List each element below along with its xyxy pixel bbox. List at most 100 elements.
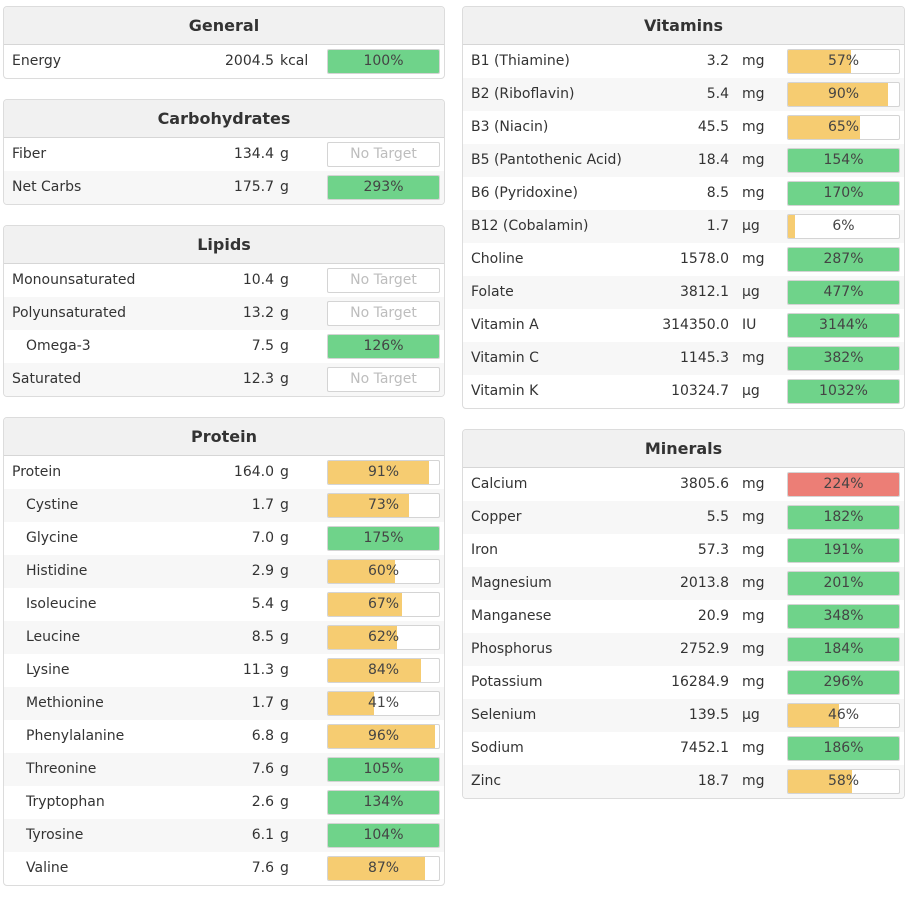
nutrient-name: Vitamin C [471, 350, 539, 366]
nutrient-amount: 20.9 [697, 608, 729, 624]
nutrient-row-magnesium[interactable]: Magnesium 2013.8 mg 201% [463, 567, 904, 600]
panel-title: Lipids [4, 226, 444, 264]
target-progress-fill [788, 770, 853, 793]
target-progress-fill [328, 461, 429, 484]
nutrient-row-b2-riboflavin[interactable]: B2 (Riboflavin) 5.4 mg 90% [463, 78, 904, 111]
target-percent-label: 73% [367, 497, 400, 513]
target-percent-label: 382% [823, 350, 864, 366]
target-progress-fill [328, 593, 403, 616]
target-progress-bar: 87% [327, 856, 440, 881]
nutrient-row-threonine[interactable]: Threonine 7.6 g 105% [4, 753, 444, 786]
target-progress-bar: 67% [327, 592, 440, 617]
nutrient-name: B3 (Niacin) [471, 119, 549, 135]
nutrient-row-vitamin-a[interactable]: Vitamin A 314350.0 IU 3144% [463, 309, 904, 342]
nutrient-unit: mg [742, 542, 765, 558]
nutrient-amount: 7.5 [251, 338, 274, 354]
nutrient-name: Sodium [471, 740, 524, 756]
nutrient-row-phenylalanine[interactable]: Phenylalanine 6.8 g 96% [4, 720, 444, 753]
target-progress-fill [788, 671, 899, 694]
target-progress-bar: 84% [327, 658, 440, 683]
nutrient-row-b1-thiamine[interactable]: B1 (Thiamine) 3.2 mg 57% [463, 45, 904, 78]
panel-title: Protein [4, 418, 444, 456]
nutrient-amount: 57.3 [697, 542, 729, 558]
nutrient-row-choline[interactable]: Choline 1578.0 mg 287% [463, 243, 904, 276]
nutrient-amount: 3.2 [706, 53, 729, 69]
nutrient-name: Vitamin A [471, 317, 539, 333]
nutrient-row-b6-pyridoxine[interactable]: B6 (Pyridoxine) 8.5 mg 170% [463, 177, 904, 210]
nutrient-row-protein[interactable]: Protein 164.0 g 91% [4, 456, 444, 489]
nutrient-row-tyrosine[interactable]: Tyrosine 6.1 g 104% [4, 819, 444, 852]
target-progress-bar: 170% [787, 181, 900, 206]
nutrient-row-b5-pantothenic-acid[interactable]: B5 (Pantothenic Acid) 18.4 mg 154% [463, 144, 904, 177]
target-progress-fill [788, 539, 899, 562]
nutrient-row-b3-niacin[interactable]: B3 (Niacin) 45.5 mg 65% [463, 111, 904, 144]
nutrient-row-histidine[interactable]: Histidine 2.9 g 60% [4, 555, 444, 588]
nutrient-row-calcium[interactable]: Calcium 3805.6 mg 224% [463, 468, 904, 501]
nutrient-row-omega-3[interactable]: Omega-3 7.5 g 126% [4, 330, 444, 363]
target-progress-fill [788, 380, 899, 403]
target-percent-label: 58% [827, 773, 860, 789]
nutrient-amount: 2.6 [251, 794, 274, 810]
nutrient-row-leucine[interactable]: Leucine 8.5 g 62% [4, 621, 444, 654]
nutrient-row-net-carbs[interactable]: Net Carbs 175.7 g 293% [4, 171, 444, 204]
panel-title: Minerals [463, 430, 904, 468]
nutrient-row-cystine[interactable]: Cystine 1.7 g 73% [4, 489, 444, 522]
nutrient-row-copper[interactable]: Copper 5.5 mg 182% [463, 501, 904, 534]
nutrient-unit: g [280, 827, 289, 843]
nutrient-row-sodium[interactable]: Sodium 7452.1 mg 186% [463, 732, 904, 765]
target-progress-fill [788, 473, 899, 496]
nutrient-amount: 13.2 [242, 305, 274, 321]
nutrient-row-lysine[interactable]: Lysine 11.3 g 84% [4, 654, 444, 687]
nutrient-row-methionine[interactable]: Methionine 1.7 g 41% [4, 687, 444, 720]
nutrient-unit: g [280, 596, 289, 612]
target-progress-fill [328, 50, 439, 73]
nutrient-row-b12-cobalamin[interactable]: B12 (Cobalamin) 1.7 µg 6% [463, 210, 904, 243]
nutrient-amount: 1.7 [706, 218, 729, 234]
nutrient-amount: 10324.7 [671, 383, 729, 399]
target-progress-bar: 96% [327, 724, 440, 749]
nutrient-amount: 1.7 [251, 497, 274, 513]
panel-title: Carbohydrates [4, 100, 444, 138]
nutrient-amount: 2013.8 [680, 575, 729, 591]
target-progress-fill [788, 737, 899, 760]
nutrient-row-phosphorus[interactable]: Phosphorus 2752.9 mg 184% [463, 633, 904, 666]
nutrient-row-vitamin-c[interactable]: Vitamin C 1145.3 mg 382% [463, 342, 904, 375]
target-progress-fill [788, 83, 888, 106]
nutrient-row-folate[interactable]: Folate 3812.1 µg 477% [463, 276, 904, 309]
nutrient-row-monounsaturated[interactable]: Monounsaturated 10.4 g No Target [4, 264, 444, 297]
target-percent-label: 3144% [819, 317, 868, 333]
target-percent-label: 91% [367, 464, 400, 480]
nutrient-unit: g [280, 761, 289, 777]
nutrient-row-isoleucine[interactable]: Isoleucine 5.4 g 67% [4, 588, 444, 621]
target-progress-bar: 348% [787, 604, 900, 629]
nutrient-row-vitamin-k[interactable]: Vitamin K 10324.7 µg 1032% [463, 375, 904, 408]
nutrient-row-saturated[interactable]: Saturated 12.3 g No Target [4, 363, 444, 396]
target-percent-label: No Target [350, 272, 417, 288]
nutrient-amount: 6.1 [251, 827, 274, 843]
nutrient-amount: 134.4 [233, 146, 274, 162]
target-progress-bar: 73% [327, 493, 440, 518]
target-progress-bar: 60% [327, 559, 440, 584]
nutrient-amount: 175.7 [233, 179, 274, 195]
nutrient-row-iron[interactable]: Iron 57.3 mg 191% [463, 534, 904, 567]
nutrient-row-selenium[interactable]: Selenium 139.5 µg 46% [463, 699, 904, 732]
target-percent-label: 182% [823, 509, 864, 525]
nutrient-row-manganese[interactable]: Manganese 20.9 mg 348% [463, 600, 904, 633]
nutrient-row-glycine[interactable]: Glycine 7.0 g 175% [4, 522, 444, 555]
nutrient-list: Protein 164.0 g 91% Cystine 1.7 g 73% Glycine 7.0… [4, 456, 444, 885]
nutrient-unit: g [280, 179, 289, 195]
nutrient-row-fiber[interactable]: Fiber 134.4 g No Target [4, 138, 444, 171]
nutrient-row-zinc[interactable]: Zinc 18.7 mg 58% [463, 765, 904, 798]
nutrient-name: Phosphorus [471, 641, 553, 657]
nutrient-unit: g [280, 860, 289, 876]
nutrient-row-potassium[interactable]: Potassium 16284.9 mg 296% [463, 666, 904, 699]
nutrient-row-energy[interactable]: Energy 2004.5 kcal 100% [4, 45, 444, 78]
nutrient-name: Cystine [26, 497, 79, 513]
target-progress-fill [788, 215, 795, 238]
target-percent-label: 134% [363, 794, 404, 810]
nutrient-row-valine[interactable]: Valine 7.6 g 87% [4, 852, 444, 885]
nutrient-name: Calcium [471, 476, 528, 492]
target-progress-fill [788, 704, 840, 727]
nutrient-row-tryptophan[interactable]: Tryptophan 2.6 g 134% [4, 786, 444, 819]
nutrient-row-polyunsaturated[interactable]: Polyunsaturated 13.2 g No Target [4, 297, 444, 330]
